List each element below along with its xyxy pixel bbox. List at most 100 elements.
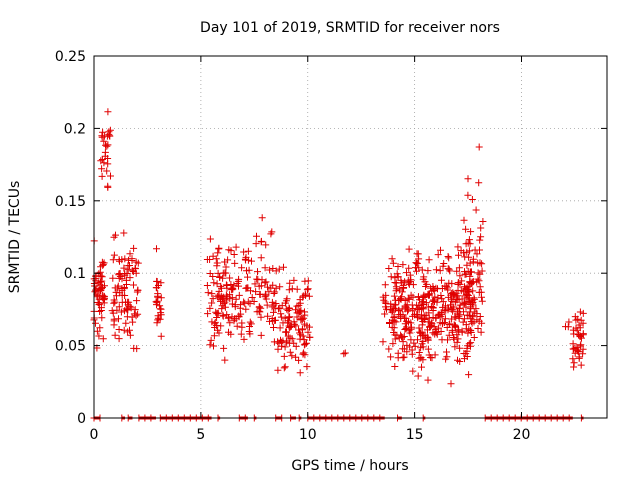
data-point <box>210 279 218 287</box>
data-point <box>100 137 108 145</box>
data-point <box>99 128 107 136</box>
data-point <box>96 268 104 276</box>
data-point <box>400 333 408 340</box>
data-point <box>572 316 580 324</box>
data-point <box>129 268 137 275</box>
data-point <box>410 339 418 347</box>
data-point <box>477 233 485 241</box>
data-point <box>247 320 255 328</box>
data-point <box>257 304 265 312</box>
data-point <box>221 303 229 311</box>
data-point <box>565 318 573 326</box>
data-point <box>577 361 585 369</box>
data-point <box>227 247 235 255</box>
data-point <box>424 336 432 344</box>
data-point <box>389 307 397 315</box>
data-point <box>238 264 246 272</box>
data-point <box>452 298 460 306</box>
data-point <box>277 338 285 346</box>
data-point <box>106 126 114 134</box>
x-tick-label: 5 <box>196 427 205 443</box>
x-tick-label: 20 <box>513 427 531 443</box>
data-point <box>467 329 475 336</box>
data-point <box>242 256 250 264</box>
data-point <box>470 334 478 341</box>
data-point <box>204 289 212 297</box>
data-point <box>120 284 128 291</box>
data-point <box>381 310 389 318</box>
data-point <box>476 259 484 267</box>
data-point <box>282 328 290 336</box>
data-point <box>231 259 239 267</box>
data-point <box>459 318 467 326</box>
data-point <box>130 281 137 289</box>
data-point <box>574 315 582 323</box>
data-point <box>434 294 442 302</box>
data-point <box>207 336 215 344</box>
data-point <box>134 310 142 318</box>
data-point <box>276 304 284 312</box>
data-point <box>110 296 118 304</box>
data-point <box>413 260 421 267</box>
data-point <box>432 329 440 337</box>
data-point <box>399 261 407 269</box>
data-point <box>453 267 461 275</box>
data-point <box>443 348 450 356</box>
data-point <box>237 330 245 338</box>
data-point <box>102 141 109 149</box>
data-point <box>293 302 301 310</box>
data-point <box>264 283 271 291</box>
data-point <box>406 343 414 351</box>
data-point <box>262 278 270 286</box>
y-tick-label: 0.25 <box>55 49 86 65</box>
data-point <box>121 255 129 263</box>
data-point <box>286 334 294 342</box>
data-point <box>98 273 106 281</box>
data-point <box>405 245 413 253</box>
data-point <box>418 328 426 336</box>
data-point <box>286 348 294 356</box>
data-point <box>417 304 425 312</box>
data-point <box>125 256 132 264</box>
x-tick-label: 10 <box>299 427 317 443</box>
data-point <box>295 326 302 334</box>
data-point <box>394 273 402 281</box>
y-tick-label: 0.1 <box>64 266 86 282</box>
data-point <box>286 313 294 321</box>
data-point <box>394 263 402 270</box>
data-point <box>427 354 435 361</box>
data-point <box>241 299 249 307</box>
data-point <box>276 324 284 332</box>
data-point <box>118 256 126 264</box>
data-point <box>444 253 452 260</box>
data-point <box>423 333 431 341</box>
data-point <box>465 312 473 320</box>
data-point <box>230 281 238 289</box>
data-point <box>152 284 160 292</box>
data-point <box>456 301 464 309</box>
data-point <box>434 251 442 259</box>
data-point <box>576 332 584 340</box>
data-point <box>397 295 405 303</box>
data-point <box>288 285 296 293</box>
data-point <box>256 291 264 298</box>
data-point <box>286 305 293 313</box>
data-point <box>418 363 425 371</box>
data-point <box>286 323 294 331</box>
data-point <box>301 311 309 319</box>
data-point <box>280 364 288 372</box>
data-point <box>425 309 433 317</box>
data-point <box>469 255 477 263</box>
data-point <box>379 293 387 301</box>
data-point <box>115 270 123 278</box>
data-point <box>397 279 405 287</box>
data-point <box>221 269 229 277</box>
data-point <box>229 284 237 292</box>
data-point <box>157 294 165 302</box>
data-point <box>270 308 277 316</box>
data-point <box>92 319 99 327</box>
data-point <box>465 236 473 244</box>
y-tick-label: 0 <box>77 411 86 427</box>
data-point <box>402 314 410 322</box>
data-point <box>230 251 238 258</box>
